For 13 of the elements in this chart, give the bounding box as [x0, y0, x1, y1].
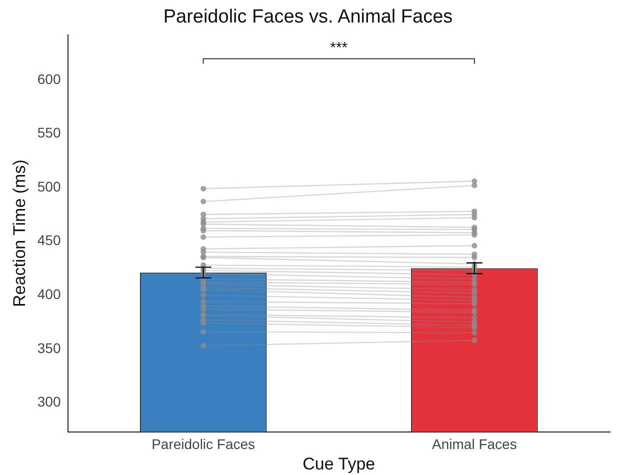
annotation: *** [330, 39, 348, 56]
y-tick-label: 450 [37, 232, 61, 248]
y-tick-label: 350 [37, 340, 61, 356]
y-tick-label: 400 [37, 286, 61, 302]
y-tick-label: 300 [37, 394, 61, 410]
y-tick-label: 600 [37, 70, 61, 87]
x-tick-label: Pareidolic Faces [152, 436, 256, 452]
chart-title: Pareidolic Faces vs. Animal Faces [163, 6, 453, 28]
x-axis-title: Cue Type [302, 454, 376, 474]
y-tick-label: 500 [37, 178, 61, 194]
x-tick-label: Animal Faces [432, 436, 517, 452]
y-axis-title: Reaction Time (ms) [10, 160, 29, 307]
y-tick-label: 550 [37, 124, 61, 141]
